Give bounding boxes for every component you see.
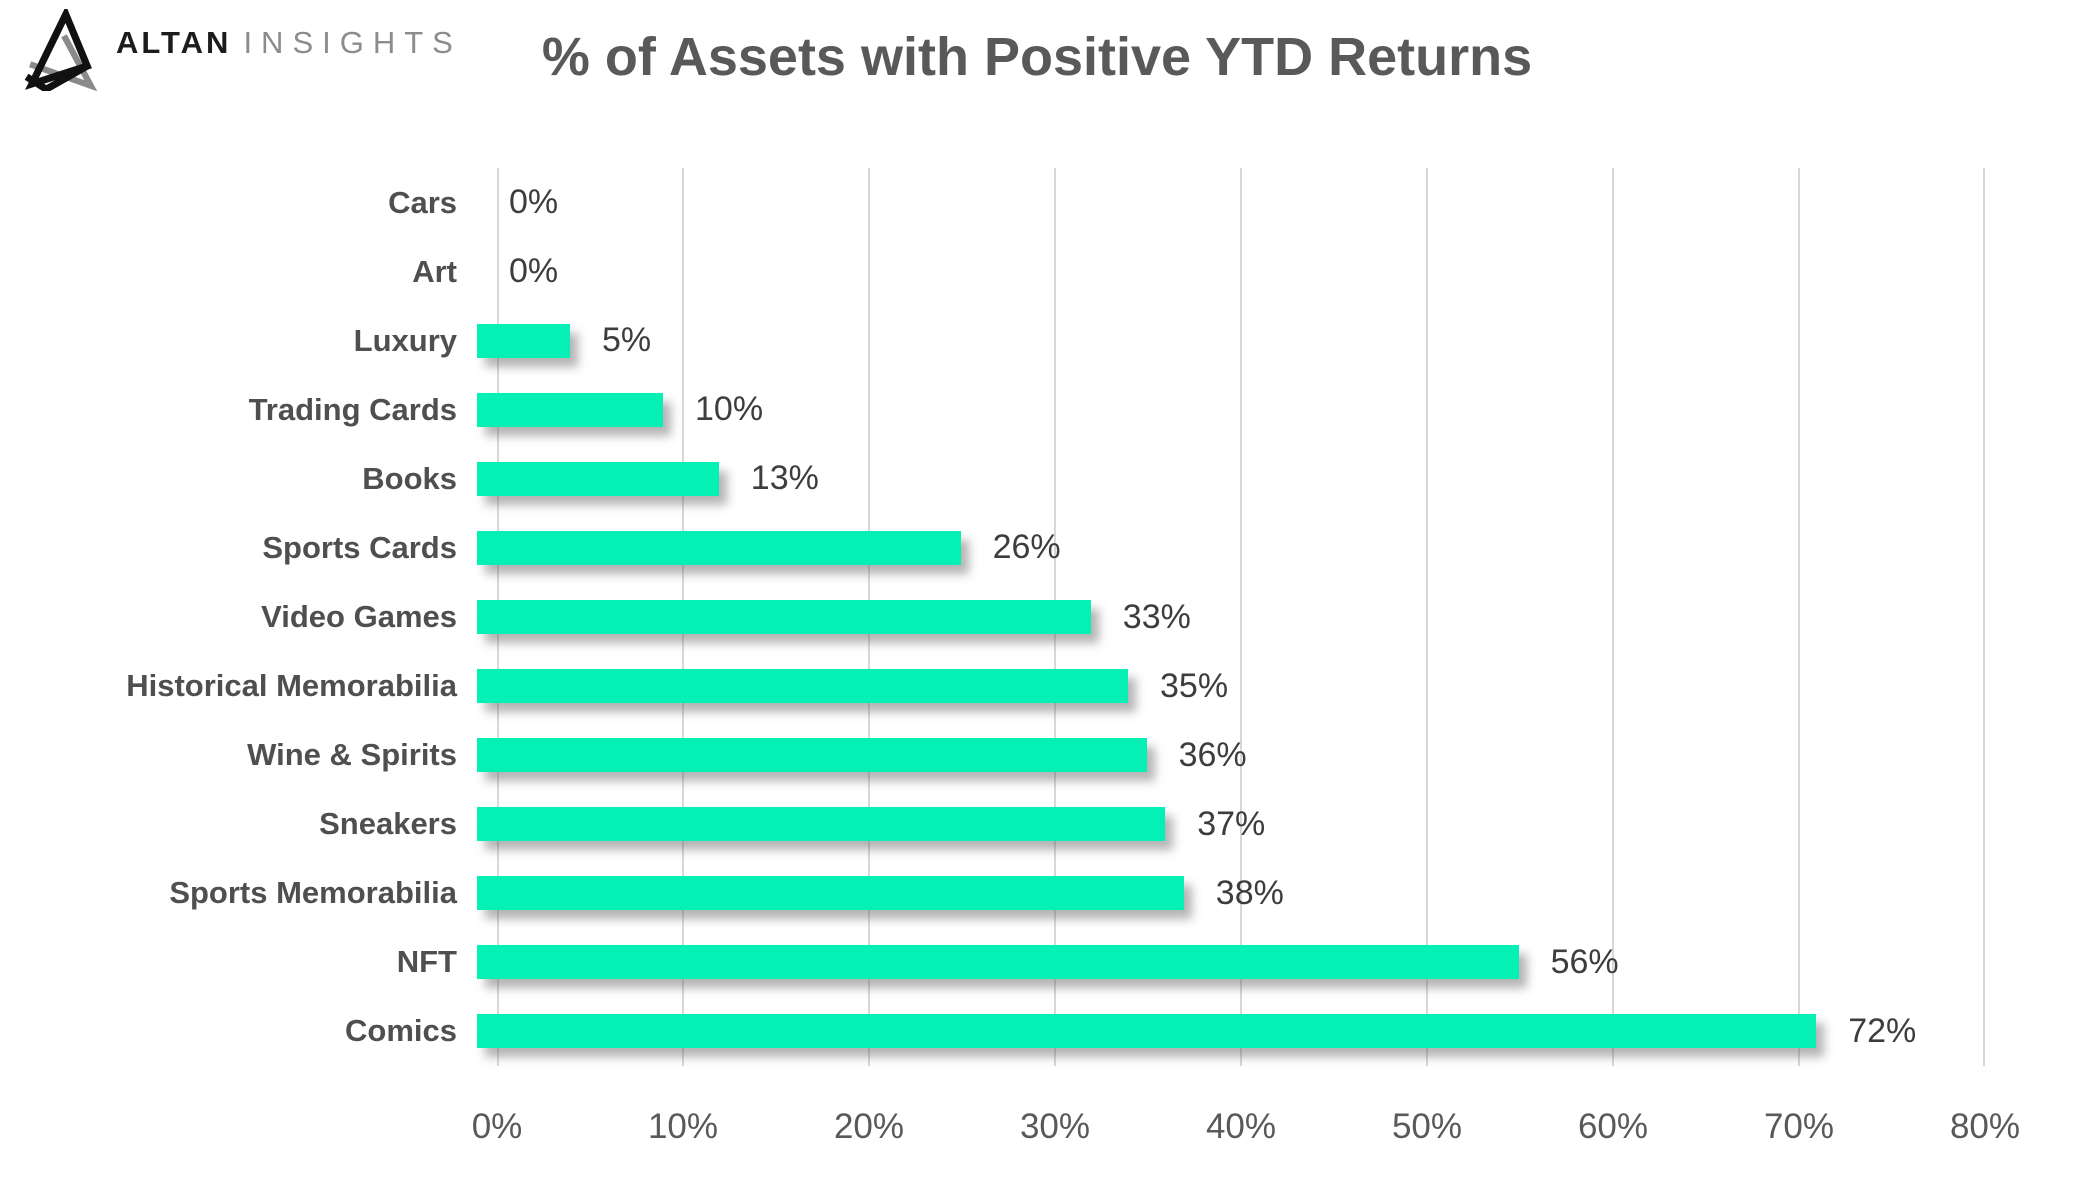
value-label: 26% <box>992 528 1061 567</box>
value-label: 72% <box>1848 1011 1917 1050</box>
category-label: Video Games <box>261 599 457 634</box>
category-label: Luxury <box>353 322 457 358</box>
category-label: Sneakers <box>319 806 457 842</box>
bar-row-wine-spirits: Wine & Spirits 36% <box>0 721 2074 790</box>
bar-row-sports-memorabilia: Sports Memorabilia 38% <box>0 859 2074 928</box>
x-tick-label: 70% <box>1763 1107 1835 1146</box>
value-label: 33% <box>1122 597 1191 636</box>
plot-cell: 36% <box>477 721 1965 790</box>
bar-row-historical-memorabilia: Historical Memorabilia 35% <box>0 652 2074 721</box>
value-label: 56% <box>1550 942 1619 981</box>
category-label: Sports Memorabilia <box>169 875 457 911</box>
bar-row-cars: Cars 0% <box>0 168 2074 237</box>
plot-cell: 0% <box>477 168 1965 237</box>
bar-row-comics: Comics 72% <box>0 997 2074 1066</box>
x-tick-label: 60% <box>1577 1107 1649 1146</box>
plot-cell: 0% <box>477 237 1965 306</box>
plot-cell: 5% <box>477 306 1965 375</box>
category-label: Books <box>362 460 457 496</box>
value-label: 37% <box>1197 804 1266 843</box>
bar <box>477 876 1184 911</box>
plot-cell: 56% <box>477 928 1965 997</box>
bar <box>477 669 1128 704</box>
brand-name-secondary: INSIGHTS <box>243 25 462 60</box>
x-tick-label: 80% <box>1949 1107 2021 1146</box>
plot-cell: 13% <box>477 444 1965 513</box>
bar-row-trading-cards: Trading Cards 10% <box>0 375 2074 444</box>
gridline-60pct <box>1612 168 1614 1066</box>
category-label: Historical Memorabilia <box>126 668 457 704</box>
plot-cell: 26% <box>477 513 1965 582</box>
x-tick-label: 20% <box>833 1107 905 1146</box>
gridline-80pct <box>1983 168 1985 1066</box>
category-label: Comics <box>345 1013 457 1049</box>
value-label: 36% <box>1178 735 1247 774</box>
plot-cell: 10% <box>477 375 1965 444</box>
category-label: Art <box>412 253 457 289</box>
value-label: 35% <box>1160 666 1229 705</box>
bar-row-luxury: Luxury 5% <box>0 306 2074 375</box>
bar <box>477 945 1519 980</box>
bar-row-video-games: Video Games 33% <box>0 582 2074 651</box>
chart-title: % of Assets with Positive YTD Returns <box>541 27 1533 87</box>
category-label: Wine & Spirits <box>247 737 457 773</box>
value-label: 0% <box>509 252 559 291</box>
category-label: Cars <box>388 184 457 220</box>
bar <box>477 1014 1817 1049</box>
value-label: 5% <box>602 321 652 360</box>
bar <box>477 600 1091 634</box>
value-label: 38% <box>1215 873 1284 912</box>
category-label: Sports Cards <box>262 529 457 565</box>
gridline-70pct <box>1798 168 1800 1066</box>
bar <box>477 392 663 427</box>
altan-triangle-logo-icon <box>24 9 98 91</box>
x-tick-label: 0% <box>471 1107 523 1146</box>
bar-row-sneakers: Sneakers 37% <box>0 790 2074 859</box>
x-tick-label: 40% <box>1205 1107 1277 1146</box>
plot-cell: 35% <box>477 652 1965 721</box>
value-label: 0% <box>509 183 559 222</box>
bar <box>477 807 1166 842</box>
bar <box>477 530 961 565</box>
bar <box>477 738 1147 773</box>
x-tick-label: 30% <box>1019 1107 1091 1146</box>
bar <box>477 323 570 358</box>
brand-logo: ALTAN INSIGHTS <box>18 8 462 92</box>
bar <box>477 461 719 496</box>
bar-row-sports-cards: Sports Cards 26% <box>0 513 2074 582</box>
bar-row-art: Art 0% <box>0 237 2074 306</box>
brand-name-primary: ALTAN <box>116 25 232 60</box>
plot-cell: 72% <box>477 997 1965 1066</box>
gridline-40pct <box>1240 168 1242 1066</box>
plot-cell: 37% <box>477 790 1965 859</box>
value-label: 13% <box>750 459 819 498</box>
bar-row-nft: NFT 56% <box>0 928 2074 997</box>
plot-cell: 33% <box>477 582 1965 651</box>
gridline-50pct <box>1426 168 1428 1066</box>
brand-wordmark: ALTAN INSIGHTS <box>116 25 462 61</box>
category-label: NFT <box>396 944 457 980</box>
x-axis: 0% 10% 20% 30% 40% 50% 60% 70% 80% <box>472 1092 2020 1162</box>
value-label: 10% <box>695 390 764 429</box>
bar-row-books: Books 13% <box>0 444 2074 513</box>
plot-cell: 38% <box>477 859 1965 928</box>
x-tick-label: 50% <box>1391 1107 1463 1146</box>
category-label: Trading Cards <box>248 391 457 427</box>
bar-rows: Cars 0% Art 0% Luxury 5% Trading Cards <box>0 168 2074 1066</box>
x-tick-label: 10% <box>647 1107 719 1146</box>
